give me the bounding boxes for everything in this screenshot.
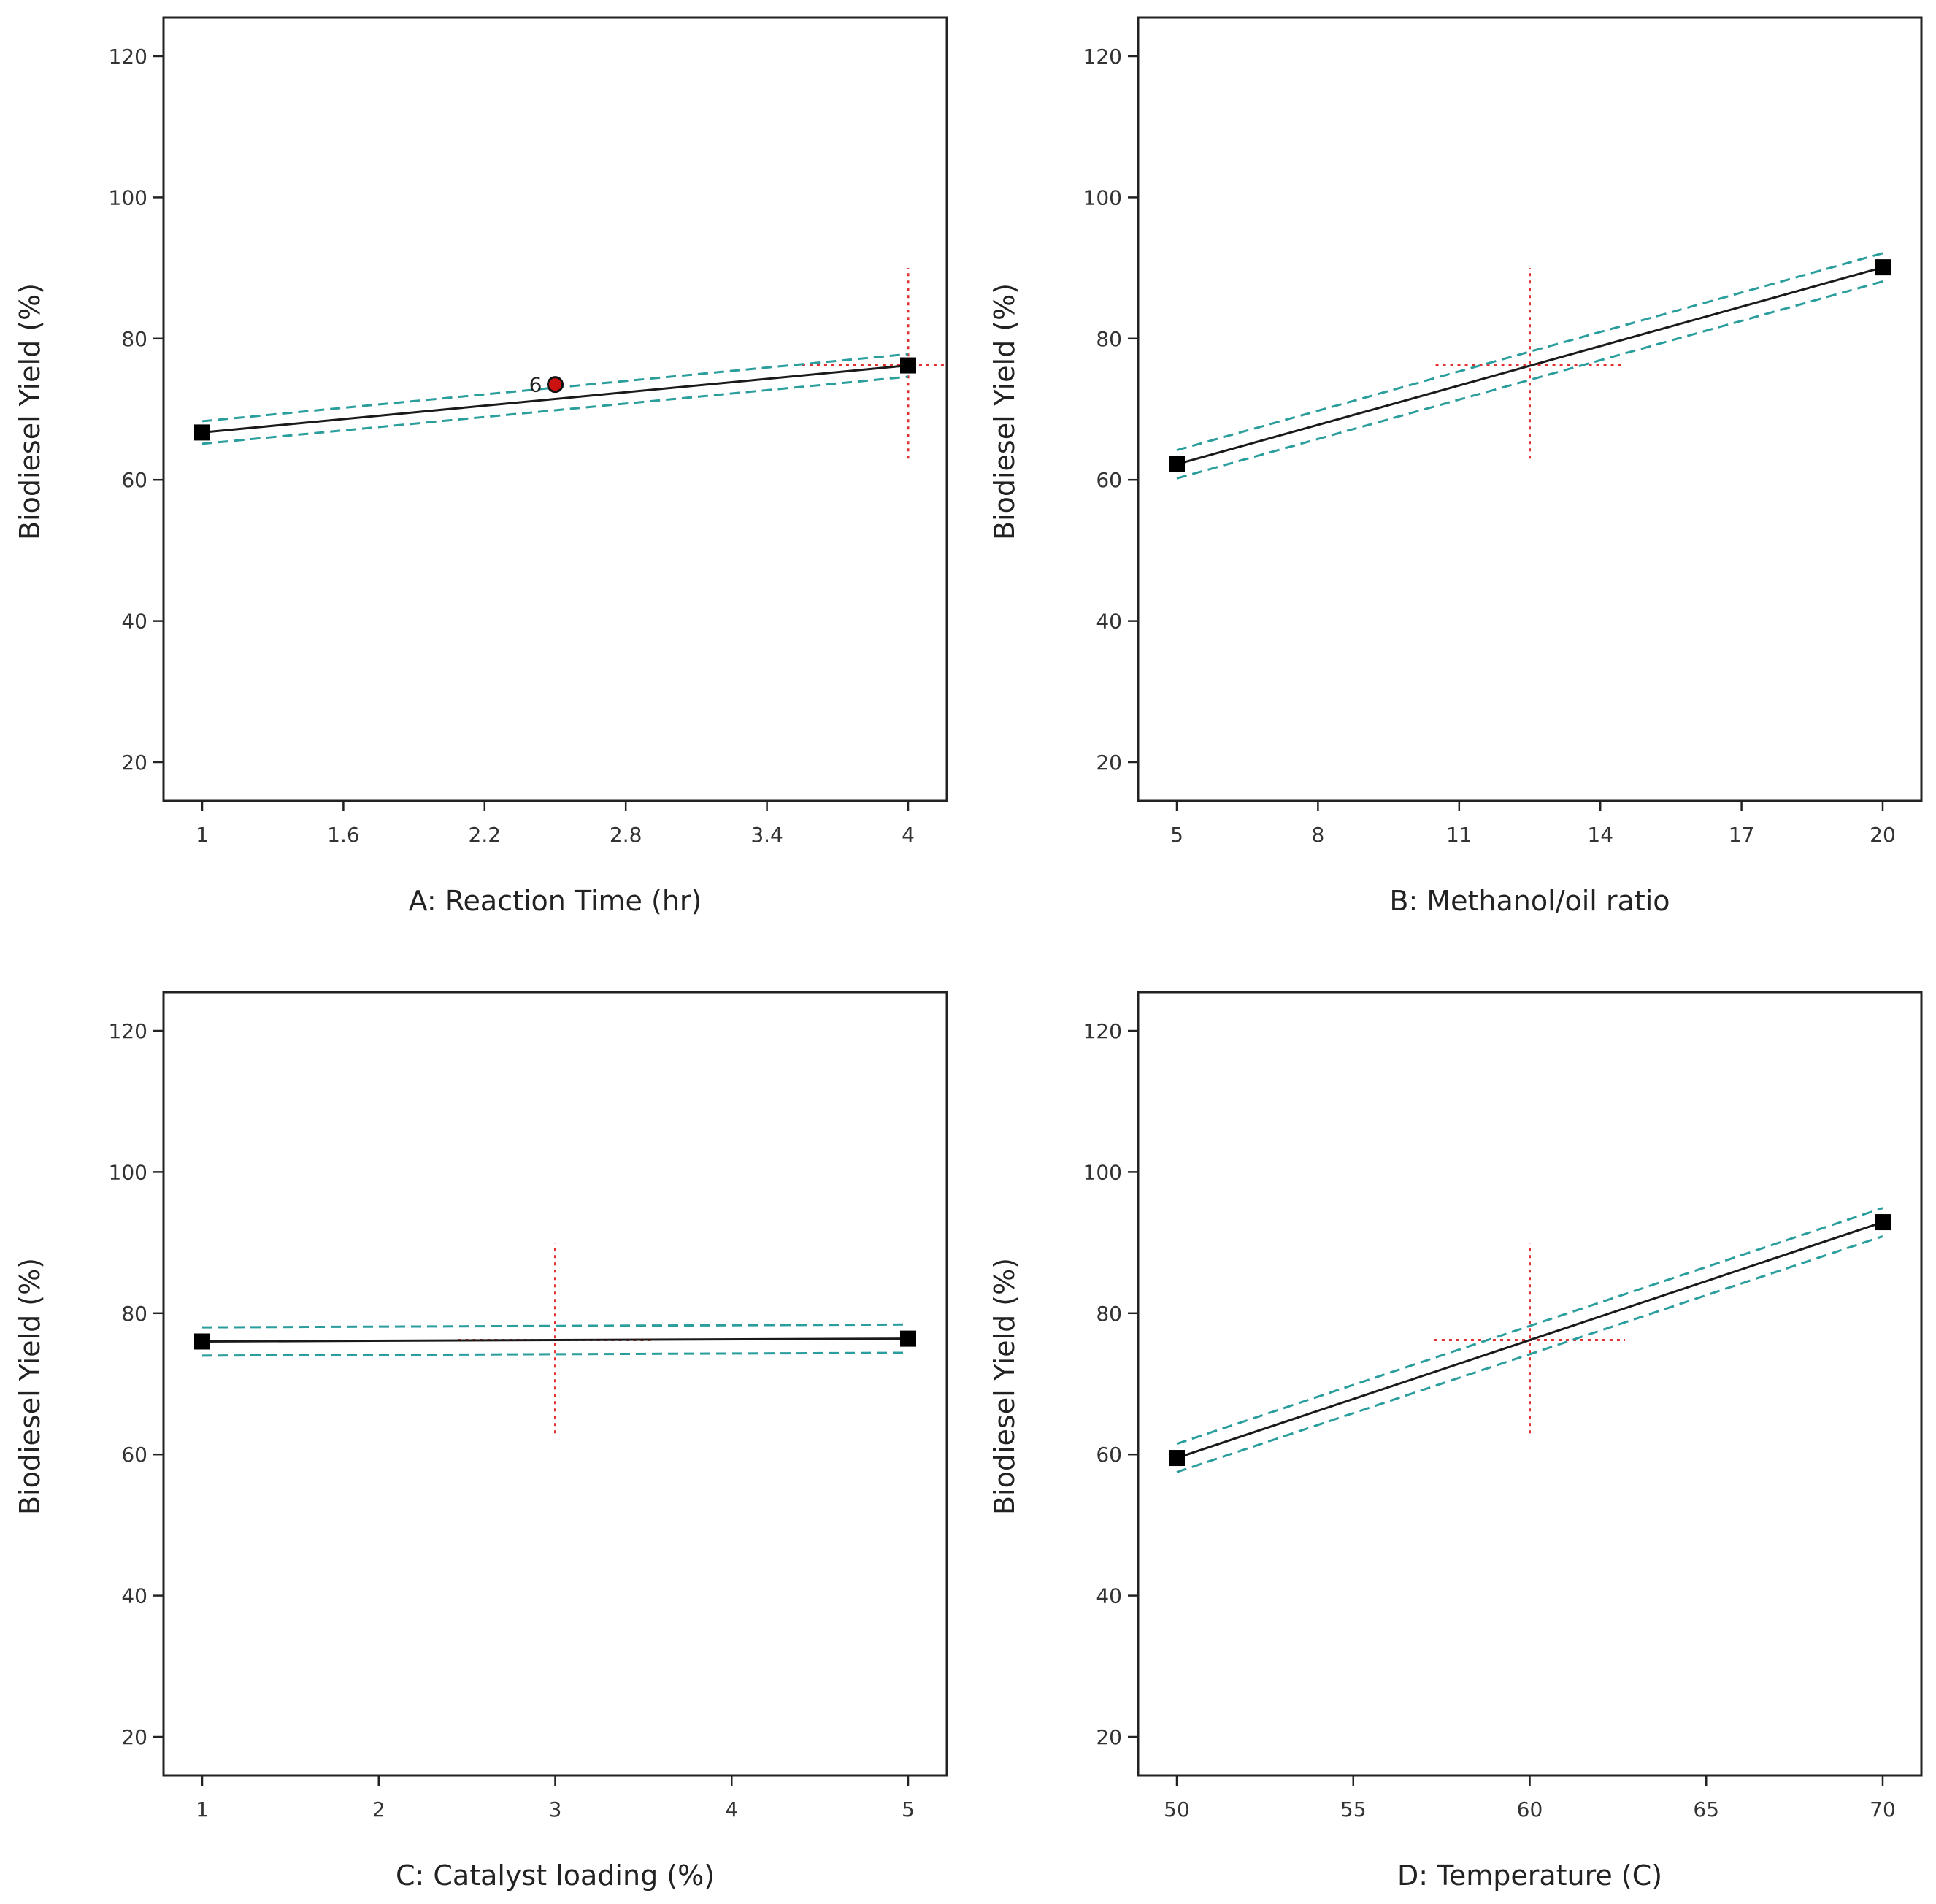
- endpoint-marker: [1875, 1214, 1891, 1231]
- y-axis-title: Biodiesel Yield (%): [14, 283, 46, 540]
- y-tick-label: 40: [1096, 1584, 1122, 1608]
- endpoint-marker: [900, 1330, 916, 1347]
- chart-panel-b: 20 40 60 80 100 120 5 8 11 14 17 20 B: Methanol/oil …: [988, 16, 1923, 917]
- y-tick-label: 60: [1096, 1443, 1122, 1467]
- ci-lower-line: [1176, 280, 1883, 480]
- chart-panel-a: 20 40 60 80 100 120 1 1.6 2.2 2.8 3.4 4 A: Reaction …: [14, 16, 948, 917]
- y-tick-label: 100: [109, 1160, 147, 1184]
- y-tick-label: 120: [109, 1019, 147, 1043]
- x-tick-label: 4: [725, 1797, 738, 1822]
- ci-upper-line: [201, 1323, 909, 1329]
- x-tick-label: 1: [196, 823, 209, 847]
- plot-frame: [162, 16, 948, 802]
- y-tick-label: 120: [1083, 45, 1122, 69]
- y-tick-label: 100: [1083, 185, 1122, 210]
- endpoint-marker: [194, 1333, 210, 1350]
- x-tick-label: 17: [1729, 823, 1755, 847]
- chart-panel-d: 20 40 60 80 100 120 50 55 60 65 70 D: Temperature (…: [988, 991, 1923, 1892]
- y-tick-label: 120: [109, 45, 147, 69]
- y-axis-title: Biodiesel Yield (%): [14, 1258, 46, 1515]
- x-tick-label: 65: [1693, 1797, 1719, 1822]
- x-tick-label: 2.2: [469, 823, 502, 847]
- plot-frame: [1137, 16, 1923, 802]
- x-tick-label: 11: [1446, 823, 1472, 847]
- y-tick-label: 60: [121, 468, 147, 492]
- endpoint-marker: [1875, 259, 1891, 276]
- x-tick-label: 3.4: [750, 823, 783, 847]
- x-axis-title: B: Methanol/oil ratio: [1389, 885, 1670, 917]
- y-tick-label: 40: [121, 1584, 147, 1608]
- x-tick-label: 70: [1870, 1797, 1896, 1822]
- x-axis-title: A: Reaction Time (hr): [409, 885, 702, 917]
- y-tick-label: 20: [1096, 1725, 1122, 1749]
- x-tick-label: 5: [902, 1797, 915, 1822]
- x-tick-label: 1: [196, 1797, 209, 1822]
- x-tick-label: 14: [1587, 823, 1613, 847]
- y-axis-title: Biodiesel Yield (%): [988, 283, 1021, 540]
- prediction-line: [1176, 1221, 1883, 1459]
- plot-frame: [1137, 991, 1923, 1777]
- ci-lower-line: [201, 1351, 909, 1357]
- prediction-line: [201, 364, 909, 434]
- x-tick-label: 50: [1164, 1797, 1190, 1822]
- y-tick-label: 40: [1096, 610, 1122, 634]
- x-tick-label: 55: [1340, 1797, 1367, 1822]
- x-tick-label: 20: [1870, 823, 1896, 847]
- y-tick-label: 20: [121, 751, 147, 775]
- x-tick-label: 1.6: [327, 823, 360, 847]
- y-tick-label: 60: [121, 1443, 147, 1467]
- x-axis-title: D: Temperature (C): [1397, 1859, 1662, 1892]
- y-tick-label: 40: [121, 610, 147, 634]
- prediction-line: [1176, 266, 1883, 466]
- y-tick-label: 80: [1096, 327, 1122, 351]
- ci-upper-line: [1176, 252, 1883, 452]
- x-tick-label: 4: [902, 823, 915, 847]
- y-tick-label: 120: [1083, 1019, 1122, 1043]
- endpoint-marker: [900, 357, 916, 374]
- ci-lower-line: [1176, 1235, 1883, 1473]
- chart-panel-c: 20 40 60 80 100 120 1 2 3 4 5 C: Catalyst loading (…: [14, 991, 948, 1892]
- endpoint-marker: [1169, 1450, 1185, 1467]
- x-tick-label: 2: [372, 1797, 385, 1822]
- x-axis-title: C: Catalyst loading (%): [396, 1859, 715, 1892]
- y-tick-label: 100: [109, 185, 147, 210]
- design-point-label: 6: [529, 373, 542, 397]
- endpoint-marker: [194, 424, 210, 441]
- x-tick-label: 5: [1170, 823, 1183, 847]
- endpoint-marker: [1169, 456, 1185, 472]
- y-tick-label: 80: [1096, 1302, 1122, 1326]
- x-tick-label: 8: [1311, 823, 1324, 847]
- y-tick-label: 20: [121, 1725, 147, 1749]
- prediction-line: [201, 1337, 909, 1343]
- y-tick-label: 100: [1083, 1160, 1122, 1184]
- plot-frame: [162, 991, 948, 1777]
- x-tick-label: 60: [1517, 1797, 1543, 1822]
- ci-upper-line: [1176, 1207, 1883, 1446]
- x-tick-label: 2.8: [610, 823, 642, 847]
- ci-lower-line: [201, 375, 909, 445]
- design-point: [547, 376, 564, 394]
- y-tick-label: 80: [121, 327, 147, 351]
- y-tick-label: 20: [1096, 751, 1122, 775]
- y-tick-label: 80: [121, 1302, 147, 1326]
- y-axis-title: Biodiesel Yield (%): [988, 1258, 1021, 1515]
- x-tick-label: 3: [549, 1797, 562, 1822]
- y-tick-label: 60: [1096, 468, 1122, 492]
